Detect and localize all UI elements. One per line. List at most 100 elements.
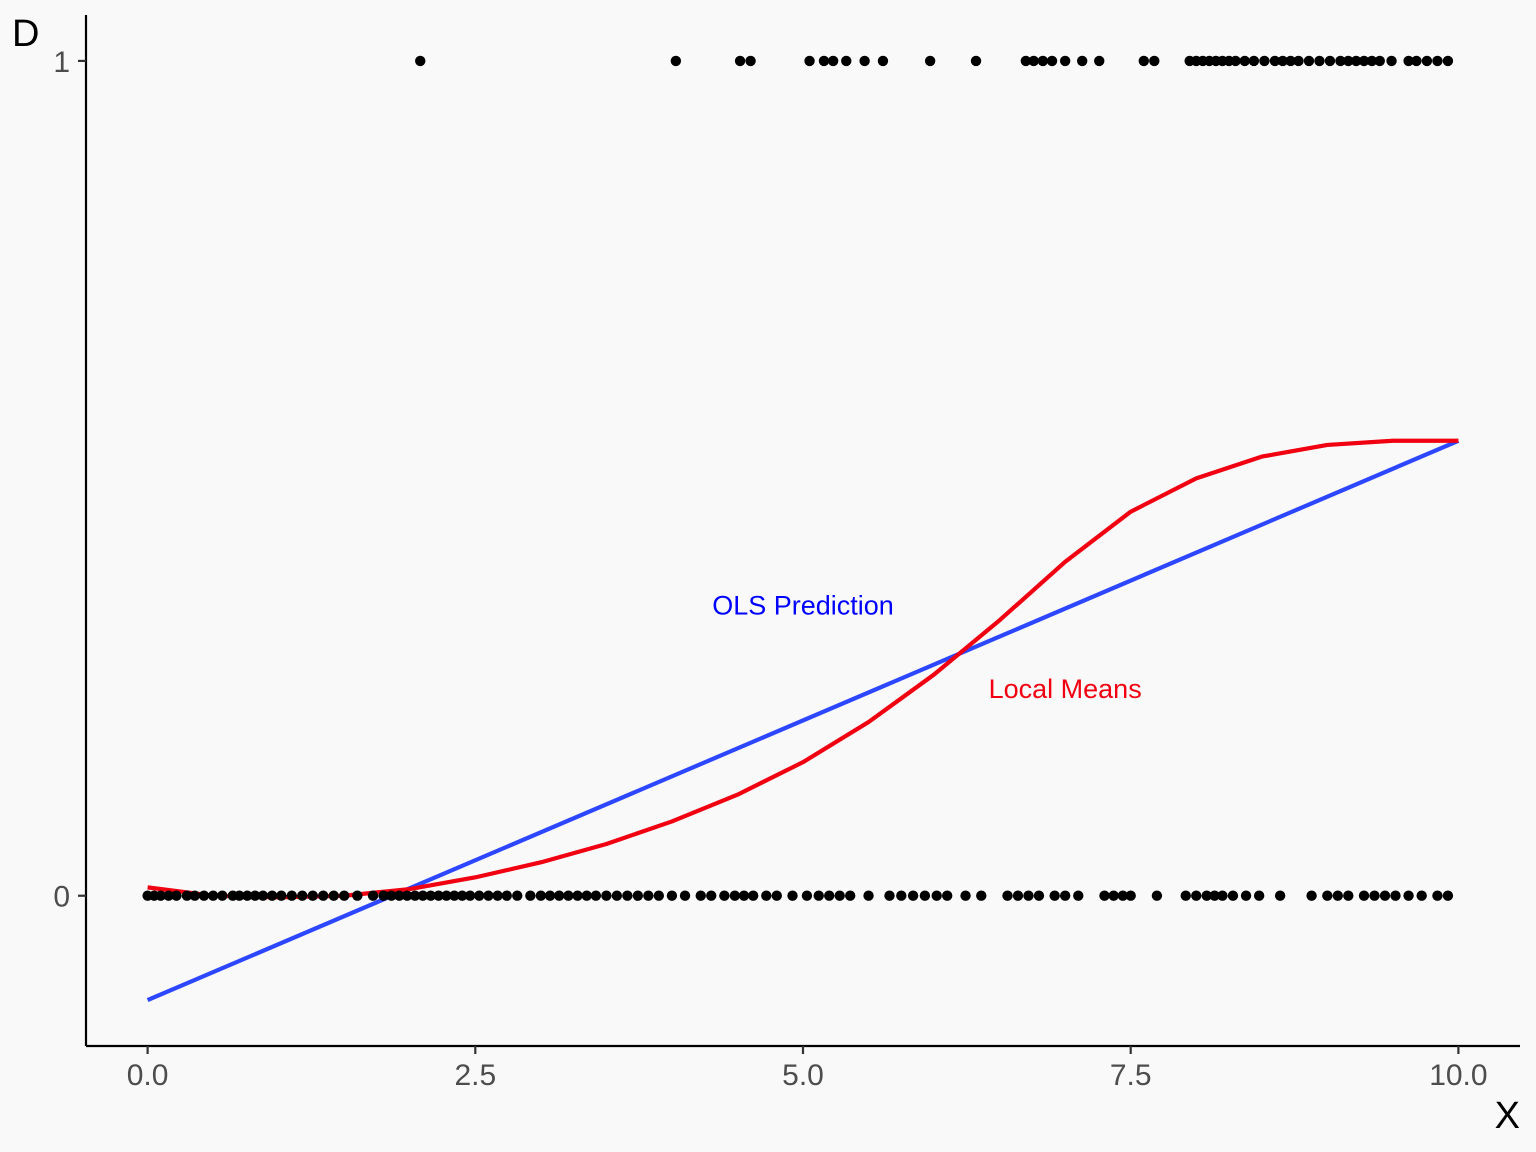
x-tick-label: 7.5 [1110, 1059, 1152, 1092]
data-point-d0 [632, 890, 644, 901]
data-point-d0 [590, 890, 602, 901]
data-point-d0 [249, 890, 261, 901]
data-point-d0 [747, 890, 759, 901]
data-point-d0 [907, 890, 919, 901]
data-point-d0 [813, 890, 824, 901]
data-point-d0 [1191, 890, 1202, 901]
data-point-d0 [695, 890, 706, 901]
data-point-d0 [339, 890, 350, 901]
data-point-d0 [863, 890, 874, 901]
data-point-d0 [622, 890, 633, 901]
data-point-d0 [653, 890, 665, 901]
data-point-d0 [761, 890, 772, 901]
data-point-d0 [401, 890, 413, 901]
data-point-d1 [745, 55, 756, 67]
axes: 0.0 2.5 5.0 7.5 10.0 0 1 X D [12, 13, 1520, 1137]
data-point-d0 [1059, 890, 1071, 901]
data-point-d0 [844, 890, 856, 901]
data-point-d0 [394, 890, 405, 901]
data-point-d0 [1180, 890, 1191, 901]
data-point-d0 [1201, 890, 1212, 901]
data-point-d1 [1314, 55, 1325, 67]
data-point-d0 [1403, 890, 1414, 901]
data-point-d1 [1230, 55, 1241, 67]
data-point-d0 [198, 890, 210, 901]
data-point-d0 [492, 890, 503, 901]
data-point-d0 [457, 890, 468, 901]
data-point-d0 [163, 890, 174, 901]
data-point-d0 [207, 890, 219, 901]
data-point-d0 [328, 890, 339, 901]
data-point-d0 [155, 890, 166, 901]
data-point-d1 [1277, 55, 1288, 67]
data-point-d0 [242, 890, 253, 901]
data-point-d0 [1033, 890, 1045, 901]
data-point-d0 [976, 890, 987, 901]
data-point-d0 [1151, 890, 1163, 901]
data-point-d0 [1209, 890, 1220, 901]
data-point-d0 [297, 890, 308, 901]
data-point-d0 [1117, 890, 1129, 901]
data-point-d0 [449, 890, 460, 901]
data-point-d1 [1028, 55, 1039, 67]
data-point-d0 [386, 890, 397, 901]
data-point-d0 [433, 890, 444, 901]
data-point-d0 [425, 890, 436, 901]
x-tick-label: 5.0 [782, 1059, 824, 1092]
data-point-d1 [1350, 55, 1362, 67]
data-point-d1 [804, 55, 815, 67]
data-point-d0 [1322, 890, 1333, 901]
data-point-d0 [217, 890, 228, 901]
data-point-d0 [563, 890, 574, 901]
data-point-d1 [1411, 55, 1422, 67]
data-point-d1 [877, 55, 889, 67]
data-point-d0 [896, 890, 907, 901]
data-point-d1 [924, 55, 936, 67]
data-point-d1 [827, 55, 839, 67]
data-point-d0 [464, 890, 476, 901]
data-point-d0 [501, 890, 512, 901]
data-point-d1 [1386, 55, 1397, 67]
data-point-d0 [276, 890, 287, 901]
y-axis-title: D [12, 13, 39, 55]
data-point-d0 [719, 890, 730, 901]
data-point-d1 [734, 55, 746, 67]
data-point-d0 [286, 890, 297, 901]
data-point-d1 [1248, 55, 1260, 67]
y-tick-label: 0 [53, 881, 70, 914]
data-point-d0 [1442, 890, 1454, 901]
data-point-d0 [1073, 890, 1084, 901]
x-tick-label: 2.5 [454, 1059, 496, 1092]
data-point-d0 [643, 890, 654, 901]
data-point-d0 [367, 890, 379, 901]
data-point-d1 [670, 55, 682, 67]
data-point-d0 [189, 890, 200, 901]
data-point-d0 [801, 890, 813, 901]
data-point-d0 [679, 890, 691, 901]
data-point-d1 [859, 55, 870, 67]
data-point-d1 [415, 55, 426, 67]
data-point-d0 [824, 890, 835, 901]
data-point-d0 [1240, 890, 1252, 901]
data-point-d1 [970, 55, 982, 67]
data-point-d0 [266, 890, 278, 901]
data-point-d1 [1059, 55, 1071, 67]
data-point-d0 [1002, 890, 1013, 901]
data-point-d1 [1335, 55, 1346, 67]
data-point-d0 [1306, 890, 1317, 901]
data-point-d1 [1442, 55, 1454, 67]
data-point-d1 [1077, 55, 1088, 67]
x-tick-label: 0.0 [127, 1059, 169, 1092]
data-point-d0 [611, 890, 623, 901]
fit-lines [146, 438, 1460, 1003]
data-point-d0 [535, 890, 547, 901]
data-point-d0 [544, 890, 556, 901]
data-point-d1 [1293, 55, 1304, 67]
data-point-d1 [1269, 55, 1281, 67]
data-point-d0 [1358, 890, 1370, 901]
data-point-d0 [834, 890, 845, 901]
data-point-d0 [1108, 890, 1119, 901]
data-point-d0 [919, 890, 931, 901]
